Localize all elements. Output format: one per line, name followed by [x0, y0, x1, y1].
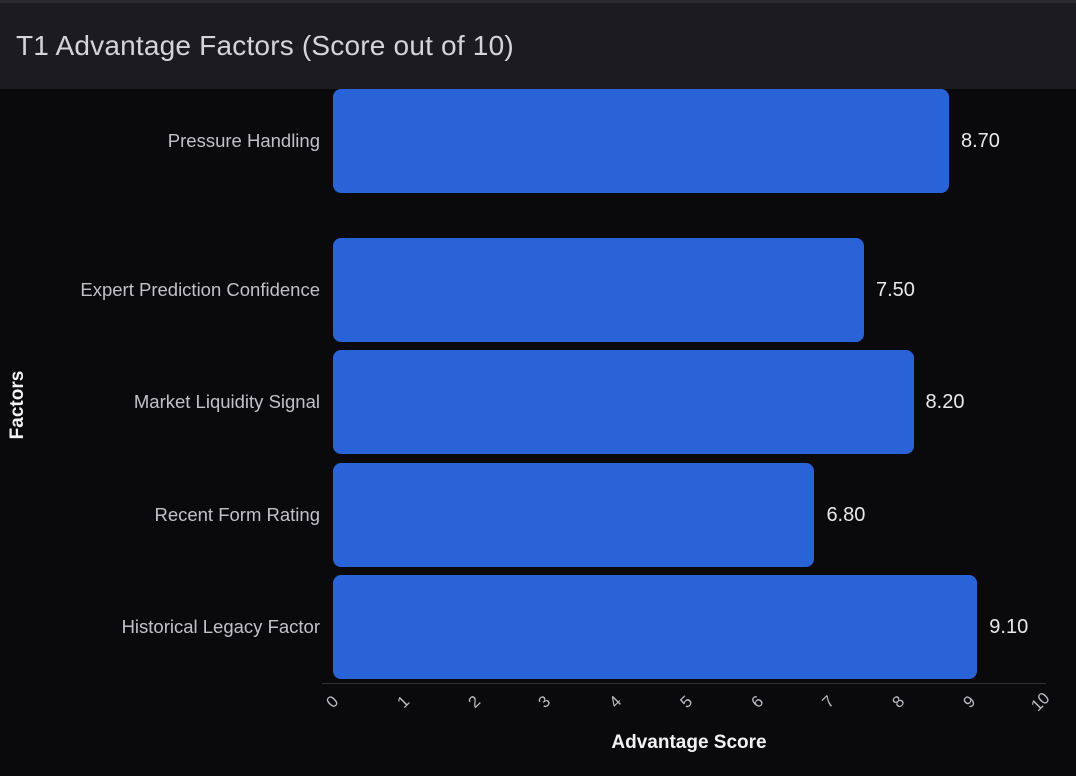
x-tick-label: 6 — [747, 692, 768, 712]
x-tick-label: 5 — [677, 692, 697, 712]
bar-row: Pressure Handling 8.70 — [0, 89, 1076, 193]
category-label: Historical Legacy Factor — [121, 616, 320, 637]
x-tick-label: 9 — [960, 692, 980, 712]
x-tick-label: 10 — [1027, 689, 1054, 716]
x-axis-label: Advantage Score — [611, 732, 767, 753]
bar-row: Expert Prediction Confidence 7.50 — [0, 238, 1076, 342]
bar-chart: Factors Expert Prediction Confidence 7.5… — [0, 89, 1076, 776]
x-tick-label: 7 — [818, 692, 838, 712]
chart-title: T1 Advantage Factors (Score out of 10) — [16, 30, 514, 61]
value-label: 8.70 — [960, 129, 1000, 152]
value-label: 7.50 — [876, 278, 915, 301]
bar[interactable] — [333, 463, 815, 567]
bar-row: Historical Legacy Factor 9.10 — [0, 575, 1076, 679]
bar-row: Recent Form Rating 6.80 — [0, 463, 1076, 567]
x-tick-label: 0 — [323, 692, 343, 712]
bar[interactable] — [333, 575, 978, 679]
category-label: Market Liquidity Signal — [133, 391, 320, 412]
window-header: T1 Advantage Factors (Score out of 10) — [0, 0, 1076, 89]
value-label: 6.80 — [826, 503, 866, 526]
bar[interactable] — [333, 238, 864, 342]
value-label: 9.10 — [989, 615, 1029, 638]
x-tick-label: 1 — [393, 692, 414, 712]
x-tick-label: 8 — [889, 692, 909, 712]
x-tick-label: 3 — [535, 692, 555, 712]
x-tick-label: 4 — [606, 692, 626, 712]
category-label: Pressure Handling — [167, 130, 320, 151]
category-label: Expert Prediction Confidence — [80, 279, 320, 300]
value-label: 8.20 — [925, 390, 965, 413]
x-tick-label: 2 — [464, 692, 484, 712]
bar-row: Market Liquidity Signal 8.20 — [0, 350, 1076, 454]
bar[interactable] — [333, 89, 949, 193]
category-label: Recent Form Rating — [154, 504, 320, 525]
bar[interactable] — [333, 350, 914, 454]
x-axis-line — [322, 683, 1046, 684]
